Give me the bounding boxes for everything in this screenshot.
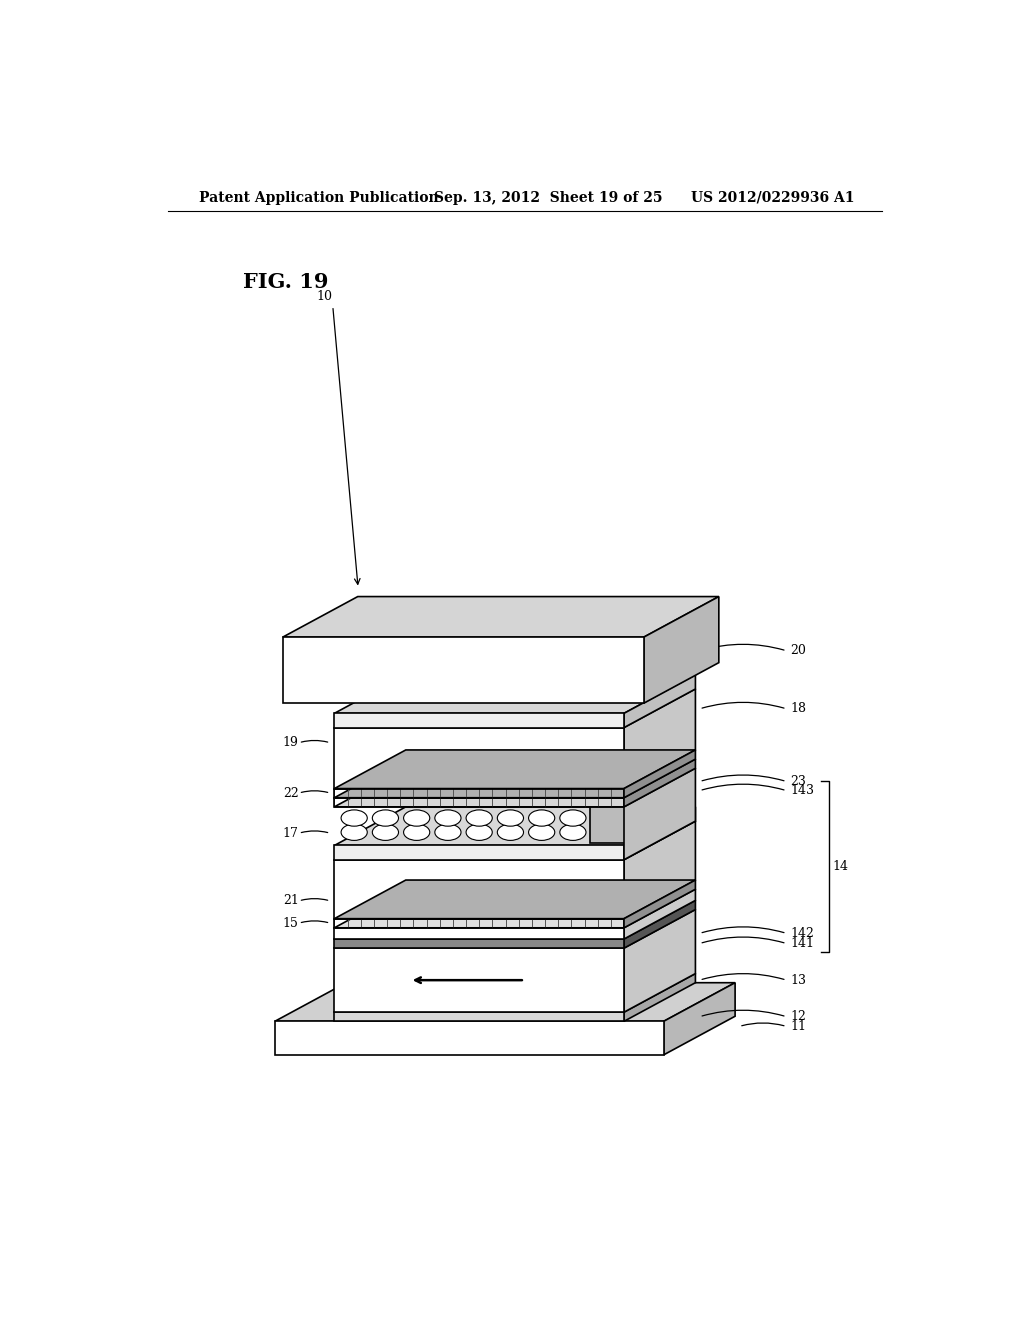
Polygon shape <box>274 1022 664 1055</box>
Polygon shape <box>334 1012 624 1022</box>
Polygon shape <box>334 713 624 727</box>
Polygon shape <box>334 909 695 948</box>
Polygon shape <box>334 768 695 807</box>
Text: 14: 14 <box>833 859 849 873</box>
Text: 22: 22 <box>283 787 299 800</box>
Polygon shape <box>334 928 624 939</box>
Polygon shape <box>283 597 719 638</box>
Polygon shape <box>664 982 735 1055</box>
Polygon shape <box>334 948 624 1012</box>
Polygon shape <box>274 982 735 1022</box>
Polygon shape <box>624 900 695 948</box>
Polygon shape <box>628 776 678 843</box>
Polygon shape <box>624 890 695 939</box>
Polygon shape <box>624 768 695 859</box>
Text: 23: 23 <box>791 775 807 788</box>
Polygon shape <box>334 727 624 788</box>
Polygon shape <box>334 807 695 846</box>
Polygon shape <box>334 821 695 859</box>
Text: 20: 20 <box>791 644 807 657</box>
Polygon shape <box>334 939 624 948</box>
Polygon shape <box>644 597 719 704</box>
Text: 141: 141 <box>791 937 815 950</box>
Ellipse shape <box>528 824 555 841</box>
Ellipse shape <box>591 824 617 841</box>
Polygon shape <box>590 803 628 843</box>
Polygon shape <box>624 750 695 797</box>
Ellipse shape <box>403 810 430 826</box>
Polygon shape <box>624 675 695 727</box>
Text: 13: 13 <box>791 974 807 986</box>
Ellipse shape <box>341 810 368 826</box>
Ellipse shape <box>498 824 523 841</box>
Polygon shape <box>334 974 695 1012</box>
Text: Patent Application Publication: Patent Application Publication <box>200 191 439 205</box>
Polygon shape <box>624 689 695 788</box>
Polygon shape <box>624 759 695 807</box>
Polygon shape <box>334 689 695 727</box>
Text: 18: 18 <box>791 702 807 715</box>
Polygon shape <box>590 776 678 803</box>
Ellipse shape <box>560 824 586 841</box>
Ellipse shape <box>560 810 586 826</box>
Ellipse shape <box>435 824 461 841</box>
Ellipse shape <box>435 810 461 826</box>
Text: 10: 10 <box>316 289 333 302</box>
Polygon shape <box>624 880 695 928</box>
Text: US 2012/0229936 A1: US 2012/0229936 A1 <box>691 191 855 205</box>
Text: FIG. 19: FIG. 19 <box>243 272 329 292</box>
Polygon shape <box>334 759 695 797</box>
Polygon shape <box>283 638 644 704</box>
Ellipse shape <box>466 810 493 826</box>
Polygon shape <box>334 880 695 919</box>
Polygon shape <box>334 675 695 713</box>
Ellipse shape <box>341 824 368 841</box>
Text: 12: 12 <box>791 1010 807 1023</box>
Text: 15: 15 <box>283 917 299 929</box>
Text: 143: 143 <box>791 784 815 797</box>
Ellipse shape <box>591 810 617 826</box>
Polygon shape <box>334 859 624 919</box>
Text: Sep. 13, 2012  Sheet 19 of 25: Sep. 13, 2012 Sheet 19 of 25 <box>433 191 663 205</box>
Polygon shape <box>624 974 695 1022</box>
Text: 21: 21 <box>283 895 299 907</box>
Polygon shape <box>624 821 695 919</box>
Text: 19: 19 <box>283 737 299 750</box>
Ellipse shape <box>403 824 430 841</box>
Ellipse shape <box>373 824 398 841</box>
Polygon shape <box>334 846 624 859</box>
Polygon shape <box>334 890 695 928</box>
Polygon shape <box>334 900 695 939</box>
Ellipse shape <box>466 824 493 841</box>
Ellipse shape <box>498 810 523 826</box>
Polygon shape <box>624 909 695 1012</box>
Polygon shape <box>334 750 695 788</box>
Text: 11: 11 <box>791 1020 807 1034</box>
Ellipse shape <box>373 810 398 826</box>
Text: 142: 142 <box>791 927 814 940</box>
Ellipse shape <box>528 810 555 826</box>
Polygon shape <box>624 807 695 859</box>
Text: 17: 17 <box>283 826 299 840</box>
